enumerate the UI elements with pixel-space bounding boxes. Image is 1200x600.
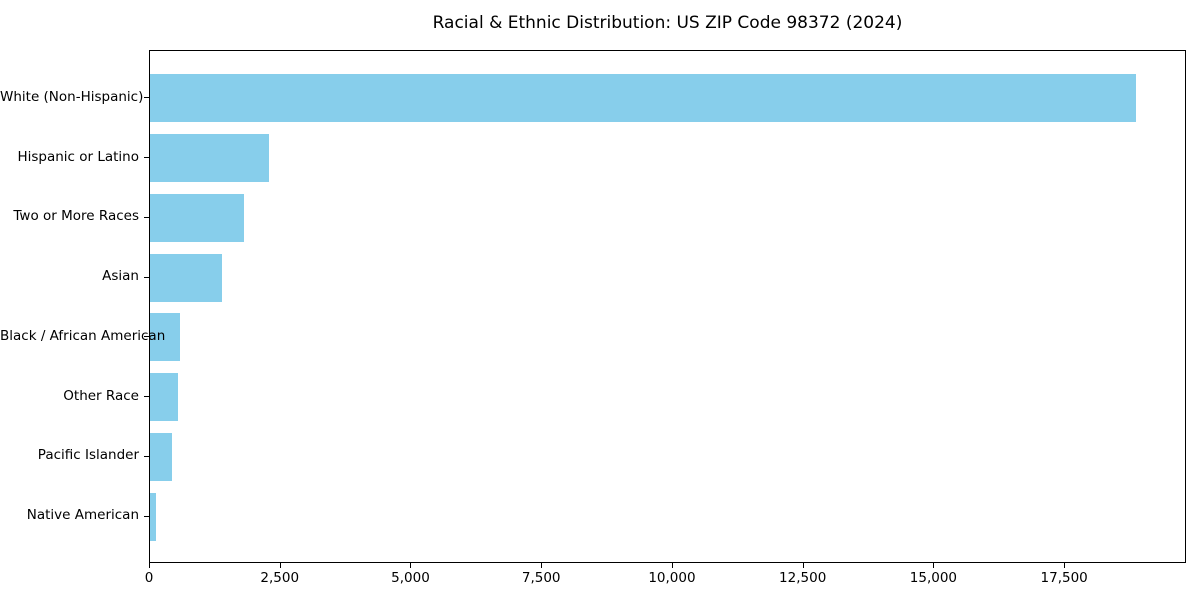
x-tick-mark (802, 563, 804, 568)
chart-title: Racial & Ethnic Distribution: US ZIP Cod… (432, 13, 903, 33)
x-tick-mark (933, 563, 935, 568)
y-tick-mark (144, 396, 149, 398)
y-tick-mark (144, 97, 149, 99)
y-axis-label: Hispanic or Latino (17, 148, 139, 165)
x-tick-mark (541, 563, 543, 568)
y-tick-mark (144, 157, 149, 159)
x-tick-mark (149, 563, 150, 568)
y-axis-label: Pacific Islander (37, 447, 139, 464)
plot-area (149, 50, 1186, 563)
x-axis-tick-label: 10,000 (648, 570, 696, 586)
bar (150, 433, 172, 481)
x-tick-mark (1064, 563, 1066, 568)
y-axis-label: Asian (102, 268, 139, 285)
x-axis-tick-label: 12,500 (779, 570, 827, 586)
x-axis-tick-label: 2,500 (260, 570, 300, 586)
y-axis-label: Other Race (63, 387, 139, 404)
y-tick-mark (144, 276, 149, 278)
x-tick-mark (410, 563, 412, 568)
x-axis-tick-label: 7,500 (521, 570, 561, 586)
y-axis-label: Black / African American (0, 327, 166, 344)
bar (150, 193, 244, 242)
bar (150, 313, 181, 362)
x-axis-tick-label: 5,000 (391, 570, 430, 586)
y-axis-label: Native American (26, 507, 139, 524)
x-axis-tick-label: 0 (144, 570, 154, 586)
x-axis-tick-label: 15,000 (909, 570, 958, 586)
bar (150, 492, 157, 541)
y-axis-label: Two or More Races (13, 208, 139, 225)
x-tick-mark (279, 563, 281, 568)
y-tick-mark (144, 216, 149, 218)
y-tick-mark (144, 455, 149, 457)
bar (150, 134, 269, 182)
y-tick-mark (144, 515, 149, 517)
y-axis-label: White (Non-Hispanic) (0, 88, 144, 105)
y-tick-mark (144, 336, 149, 338)
bar (150, 74, 1137, 123)
bar (150, 253, 223, 302)
x-tick-mark (671, 563, 673, 568)
bar (150, 373, 179, 422)
x-axis-tick-label: 17,500 (1040, 570, 1088, 586)
